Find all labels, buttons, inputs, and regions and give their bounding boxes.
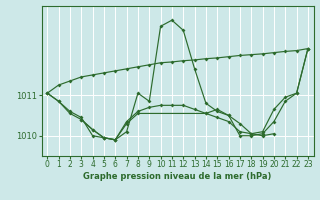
X-axis label: Graphe pression niveau de la mer (hPa): Graphe pression niveau de la mer (hPa) — [84, 172, 272, 181]
